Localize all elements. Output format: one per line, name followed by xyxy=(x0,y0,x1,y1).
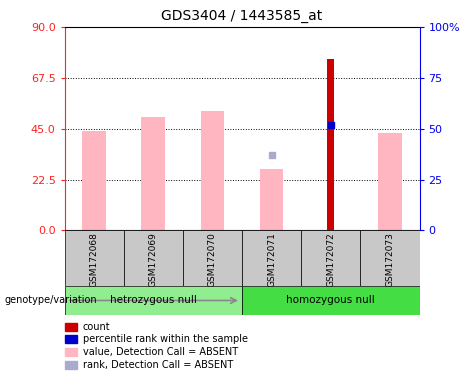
Bar xyxy=(201,111,224,230)
Bar xyxy=(124,230,183,286)
Text: count: count xyxy=(83,321,111,332)
Bar xyxy=(65,230,124,286)
Text: value, Detection Call = ABSENT: value, Detection Call = ABSENT xyxy=(83,347,238,357)
Bar xyxy=(378,133,402,230)
Bar xyxy=(142,118,165,230)
Title: GDS3404 / 1443585_at: GDS3404 / 1443585_at xyxy=(161,9,323,23)
Bar xyxy=(65,348,77,356)
Bar xyxy=(65,286,242,315)
Bar xyxy=(242,286,420,315)
Bar xyxy=(82,131,106,230)
Bar xyxy=(65,361,77,369)
Text: GSM172072: GSM172072 xyxy=(326,232,335,287)
Text: GSM172068: GSM172068 xyxy=(89,232,99,287)
Bar xyxy=(301,230,361,286)
Text: homozygous null: homozygous null xyxy=(286,295,375,306)
Bar xyxy=(65,335,77,343)
Bar xyxy=(260,169,284,230)
Text: GSM172071: GSM172071 xyxy=(267,232,276,287)
Bar xyxy=(242,230,301,286)
Bar xyxy=(327,58,334,230)
Bar xyxy=(361,230,420,286)
Bar xyxy=(65,323,77,331)
Text: genotype/variation: genotype/variation xyxy=(5,295,97,306)
Text: GSM172073: GSM172073 xyxy=(385,232,395,287)
Text: percentile rank within the sample: percentile rank within the sample xyxy=(83,334,248,344)
Text: rank, Detection Call = ABSENT: rank, Detection Call = ABSENT xyxy=(83,359,233,370)
Bar xyxy=(183,230,242,286)
Text: GSM172069: GSM172069 xyxy=(149,232,158,287)
Text: hetrozygous null: hetrozygous null xyxy=(110,295,197,306)
Text: GSM172070: GSM172070 xyxy=(208,232,217,287)
